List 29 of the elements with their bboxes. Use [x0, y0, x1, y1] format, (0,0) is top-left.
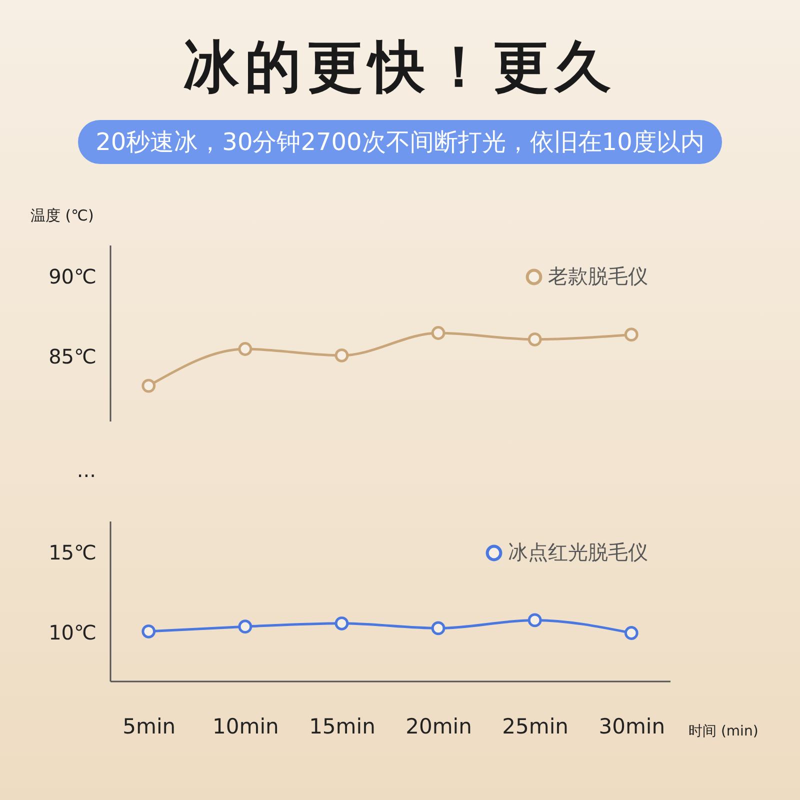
- chart-title: 冰的更快！更久: [182, 34, 618, 102]
- x-tick-label: 10min: [212, 714, 279, 738]
- y-axis-title: 温度 (℃): [30, 206, 94, 224]
- point: [142, 378, 156, 393]
- point: [431, 326, 446, 340]
- chart-subtitle: 20秒速冰，30分钟2700次不间断打光，依旧在10度以内: [78, 120, 722, 164]
- point: [528, 332, 542, 346]
- y-tick-label: 10℃: [48, 620, 96, 644]
- text: ...: [76, 458, 96, 482]
- point: [238, 342, 252, 356]
- point: [334, 348, 349, 362]
- point: [142, 624, 156, 638]
- x-tick-label: 5min: [122, 714, 176, 738]
- point: [624, 626, 638, 640]
- x-tick-label: 25min: [502, 714, 568, 738]
- x-tick-label: 30min: [598, 714, 666, 738]
- x-tick-label: 15min: [309, 714, 376, 738]
- point: [334, 616, 349, 630]
- point: [238, 620, 252, 634]
- point: [528, 613, 542, 628]
- legend-label: 冰点红光脱毛仪: [508, 540, 648, 564]
- y-tick-label: 85℃: [48, 344, 96, 368]
- y-tick-label: 90℃: [48, 264, 96, 288]
- x-axis-title: 时间 (min): [688, 724, 758, 740]
- point: [431, 621, 446, 636]
- y-tick-label: 15℃: [48, 540, 96, 564]
- legend-label: 老款脱毛仪: [548, 264, 648, 288]
- x-tick-label: 20min: [406, 714, 472, 738]
- point: [624, 328, 638, 342]
